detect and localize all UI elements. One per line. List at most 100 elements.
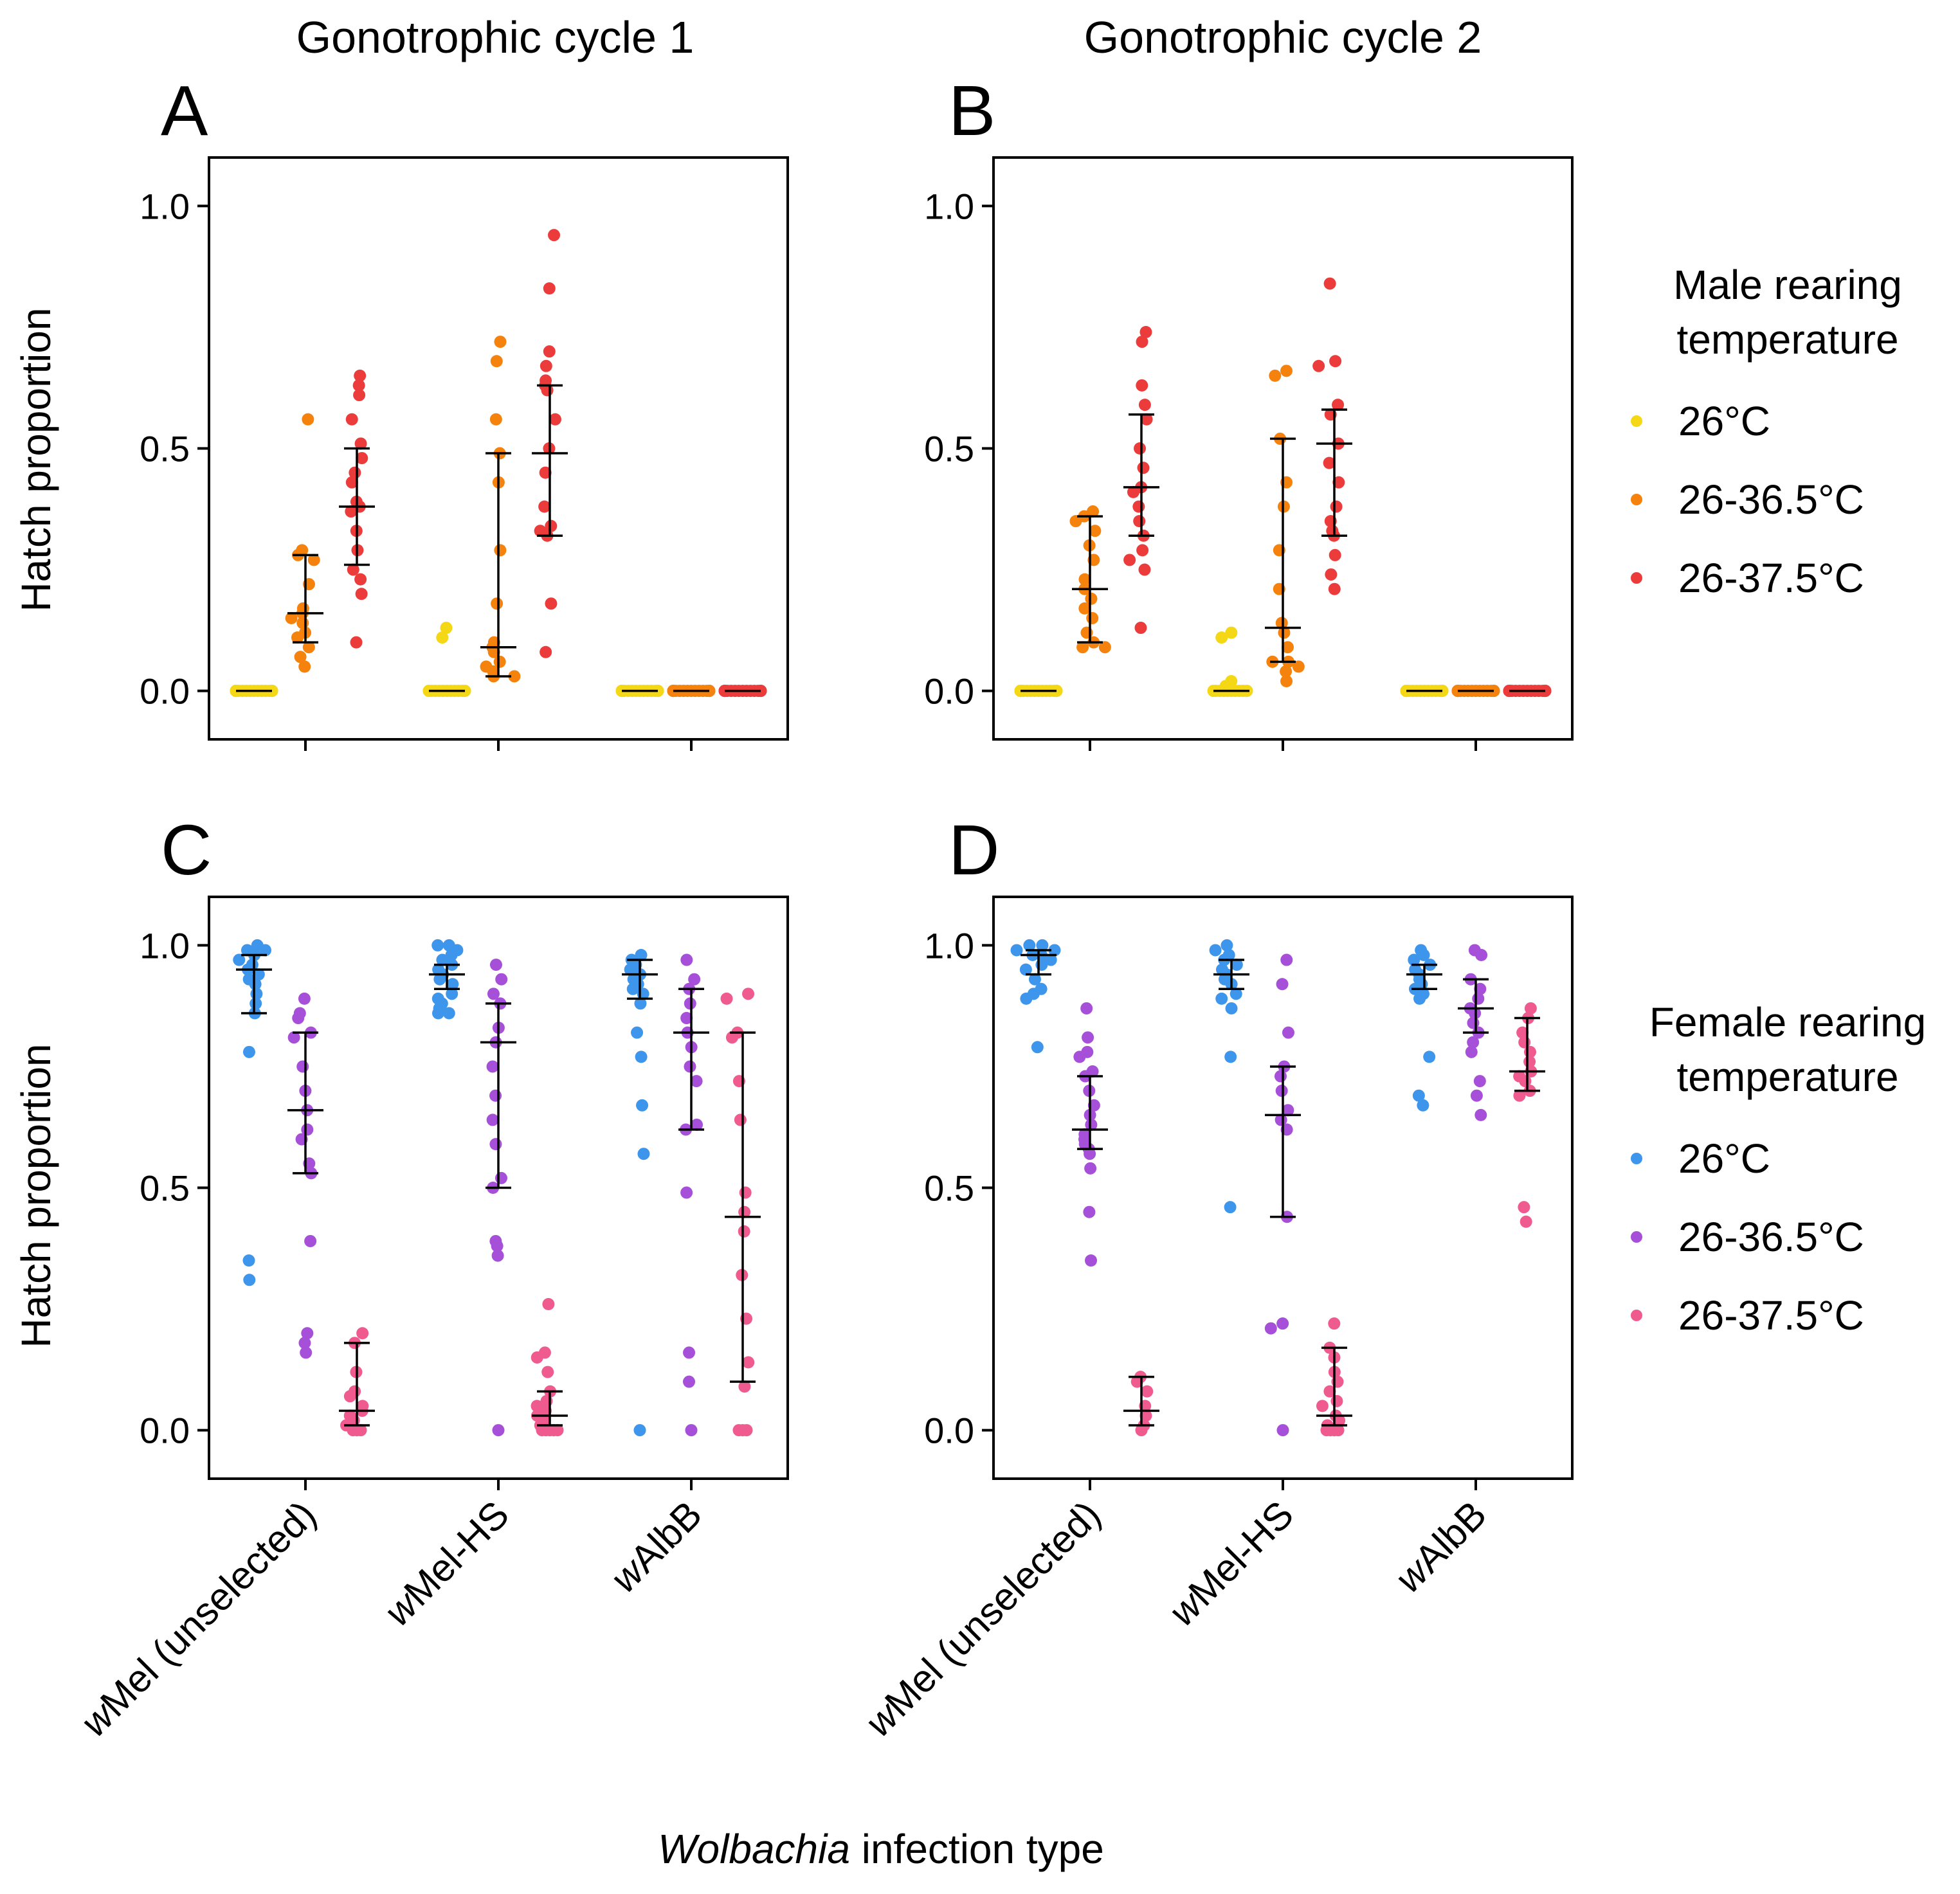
data-point xyxy=(1274,1070,1287,1083)
legend-female-label-36-5: 26-36.5°C xyxy=(1678,1214,1864,1260)
data-point xyxy=(356,452,368,465)
data-point xyxy=(1132,500,1145,513)
data-point xyxy=(300,1346,313,1359)
series-group xyxy=(339,1327,375,1437)
data-point xyxy=(1136,379,1148,392)
panel-b: B 0.0 0.5 1.0 xyxy=(924,71,1574,751)
data-point xyxy=(551,1424,564,1437)
data-point xyxy=(486,1114,499,1126)
x-axis-title-rest: infection type xyxy=(850,1826,1104,1872)
series-group xyxy=(1265,365,1305,687)
data-point xyxy=(1215,631,1228,644)
data-point xyxy=(1417,949,1430,961)
data-point xyxy=(243,1274,256,1286)
data-point xyxy=(495,973,508,986)
data-point xyxy=(291,631,304,644)
data-point xyxy=(720,992,733,1005)
data-point xyxy=(1220,939,1233,952)
series-group xyxy=(673,953,709,1437)
data-point xyxy=(350,636,363,649)
data-point xyxy=(1086,611,1099,624)
data-point xyxy=(354,573,367,586)
data-point xyxy=(259,944,271,957)
series-group xyxy=(1014,685,1063,698)
data-point xyxy=(1280,365,1293,377)
data-point xyxy=(294,651,307,663)
data-point xyxy=(1078,602,1091,615)
data-point xyxy=(446,988,458,1000)
data-point xyxy=(1275,1085,1288,1097)
data-point xyxy=(1292,660,1305,673)
data-point xyxy=(1332,1424,1345,1437)
data-point xyxy=(347,563,359,576)
data-point xyxy=(1080,1002,1093,1015)
data-point xyxy=(1280,665,1293,678)
series-group xyxy=(339,369,375,649)
y-tick-label: 0.5 xyxy=(140,429,190,469)
data-point xyxy=(1412,1089,1425,1102)
data-point xyxy=(725,1031,738,1044)
data-point xyxy=(1513,1089,1526,1102)
series-group xyxy=(480,336,521,683)
data-point xyxy=(298,992,311,1005)
series-group xyxy=(667,685,716,698)
data-point xyxy=(1423,1051,1436,1063)
data-point xyxy=(1084,1148,1096,1160)
data-point xyxy=(489,1089,502,1102)
data-point xyxy=(1135,1424,1148,1437)
series-group xyxy=(1312,277,1352,595)
data-point xyxy=(343,1390,356,1403)
data-point xyxy=(1280,675,1293,687)
legend-male-swatch-26 xyxy=(1631,415,1642,427)
data-point xyxy=(1330,500,1343,513)
data-point xyxy=(740,1424,753,1437)
data-point xyxy=(1276,978,1289,991)
data-point xyxy=(540,645,552,658)
data-point xyxy=(242,1254,255,1267)
x-category-label: wMel-HS xyxy=(376,1493,517,1634)
data-point xyxy=(242,1045,255,1058)
legend-female-label-37-5: 26-37.5°C xyxy=(1678,1292,1864,1339)
data-point xyxy=(1123,554,1136,566)
series-group xyxy=(1209,939,1249,1214)
data-point xyxy=(549,413,561,426)
data-point xyxy=(1282,1104,1294,1117)
data-point xyxy=(1524,1002,1537,1015)
panels: A 0.0 0.5 1.0 B 0.0 0.5 1.0 C 0.0 0.5 1.0 wMel (unse… xyxy=(73,71,1574,1744)
legend-female: Female rearing temperature 26°C 26-36.5°… xyxy=(1631,999,1926,1339)
data-point xyxy=(1312,359,1325,372)
data-point xyxy=(354,1424,367,1437)
data-point xyxy=(734,1114,747,1126)
data-point xyxy=(1276,1317,1289,1330)
data-point xyxy=(1467,1036,1480,1049)
data-point xyxy=(680,1012,693,1025)
data-point xyxy=(1275,1114,1287,1126)
data-point xyxy=(442,1007,455,1020)
data-point xyxy=(1230,988,1242,1000)
data-point xyxy=(1140,413,1153,426)
data-point xyxy=(634,997,647,1010)
x-category-rest: Mel-HS xyxy=(395,1493,517,1614)
data-point xyxy=(486,1060,499,1073)
series-group xyxy=(1503,685,1552,698)
y-tick-label: 0.0 xyxy=(924,1411,974,1451)
panel-letter-d: D xyxy=(948,811,999,890)
data-point xyxy=(508,670,521,683)
data-point xyxy=(1023,939,1036,952)
data-point xyxy=(540,359,552,372)
data-point xyxy=(494,336,507,348)
data-point xyxy=(1134,442,1147,455)
data-point xyxy=(1130,1375,1143,1388)
data-point xyxy=(487,645,500,658)
data-point xyxy=(1083,1205,1096,1218)
data-point xyxy=(548,229,561,242)
legend-male-label-36-5: 26-36.5°C xyxy=(1678,476,1864,523)
data-point xyxy=(1082,1031,1094,1044)
data-point xyxy=(1278,626,1291,639)
data-point xyxy=(1224,1201,1237,1214)
x-category-label: wMel-HS xyxy=(1161,1493,1302,1634)
data-point xyxy=(1141,1385,1154,1398)
data-point xyxy=(352,379,365,392)
panel-d: D 0.0 0.5 1.0 wMel (unselected) wMel-HS wAlbB xyxy=(857,811,1574,1744)
